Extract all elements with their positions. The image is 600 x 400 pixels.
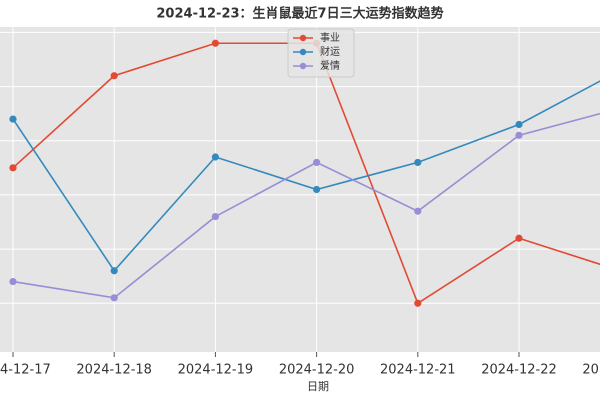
legend-marker — [299, 48, 307, 56]
legend-label: 爱情 — [320, 59, 340, 72]
data-point — [515, 234, 523, 242]
x-tick-label: 2024-12-18 — [76, 363, 152, 378]
data-point — [414, 158, 422, 167]
data-point — [211, 153, 219, 161]
data-point — [313, 185, 321, 194]
data-point — [110, 72, 118, 80]
x-tick-label: 2024-12-19 — [178, 363, 254, 378]
data-point — [9, 277, 17, 286]
data-point — [211, 39, 219, 47]
data-point — [515, 131, 523, 139]
data-point — [9, 115, 17, 123]
x-tick-label: 2024-12-22 — [481, 363, 557, 378]
data-point — [9, 164, 17, 172]
legend-marker — [299, 62, 307, 70]
x-axis-label: 日期 — [307, 380, 329, 393]
x-tick-label: 2024-12-17 — [0, 363, 51, 378]
legend-marker — [299, 34, 307, 42]
x-tick-label: 2024-12-21 — [380, 363, 456, 378]
data-point — [110, 267, 118, 275]
x-tick-label: 2024-12-20 — [279, 363, 355, 378]
legend-label: 事业 — [320, 31, 340, 44]
data-point — [515, 120, 523, 129]
chart-title: 2024-12-23：生肖鼠最近7日三大运势指数趋势 — [156, 6, 443, 22]
data-point — [211, 212, 219, 221]
x-tick-label: 2024-12-23 — [582, 363, 600, 378]
plot-area — [0, 27, 600, 352]
legend-label: 财运 — [320, 45, 340, 58]
data-point — [313, 158, 321, 167]
data-point — [414, 299, 422, 307]
data-point — [110, 294, 118, 302]
data-point — [414, 207, 422, 215]
